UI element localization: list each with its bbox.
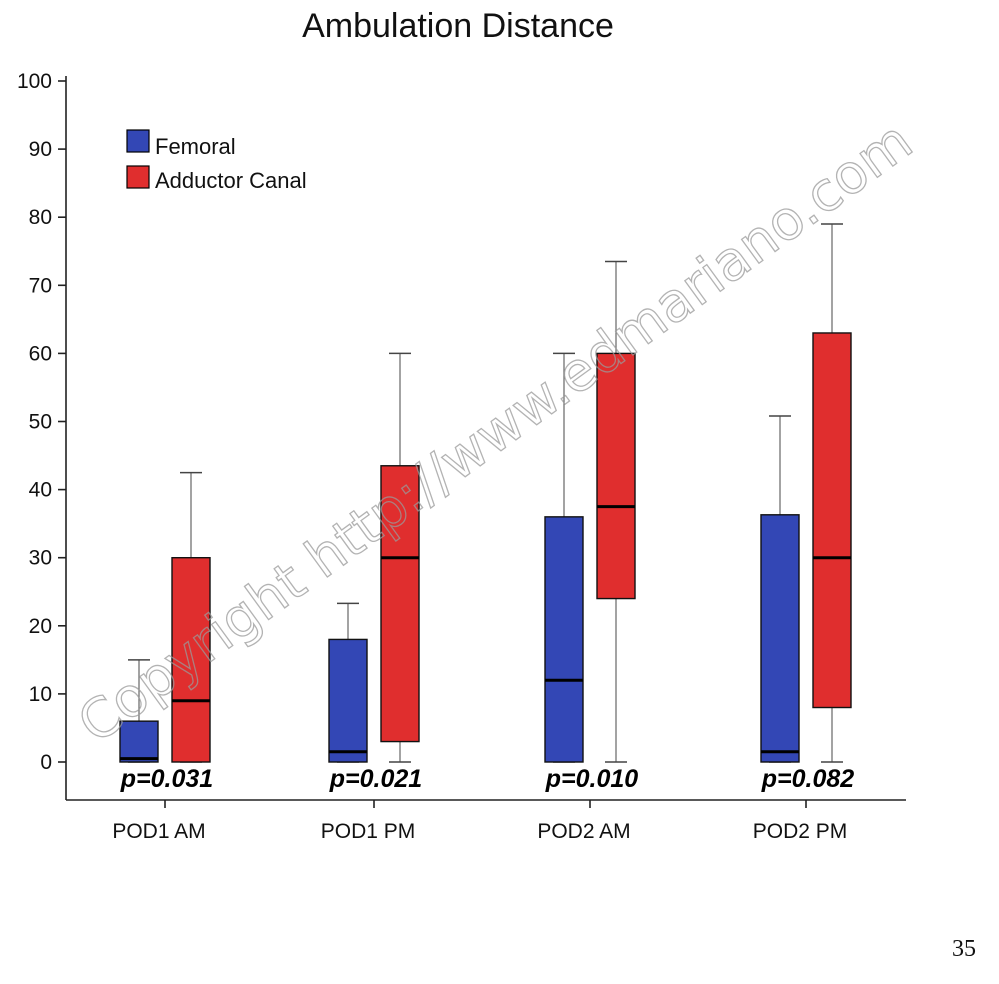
box-iqr bbox=[171, 557, 211, 763]
box-iqr bbox=[380, 465, 420, 743]
y-tick-label: 100 bbox=[17, 70, 52, 93]
y-tick-label: 80 bbox=[29, 206, 52, 229]
y-tick-label: 90 bbox=[29, 138, 52, 161]
p-value-label: p=0.021 bbox=[329, 765, 422, 793]
y-tick-label: 0 bbox=[40, 751, 52, 774]
box-plots bbox=[119, 223, 852, 763]
box-iqr bbox=[544, 516, 584, 763]
legend: Femoral Adductor Canal bbox=[126, 129, 307, 193]
box-iqr bbox=[812, 332, 852, 709]
y-tick-label: 10 bbox=[29, 683, 52, 706]
y-tick-label: 60 bbox=[29, 342, 52, 365]
page-number: 35 bbox=[952, 936, 976, 962]
y-tick-label: 30 bbox=[29, 547, 52, 570]
box-adductor-canal-2 bbox=[596, 260, 636, 763]
legend-swatch-adductor-canal bbox=[126, 165, 150, 189]
chart-title: Ambulation Distance bbox=[302, 7, 614, 45]
legend-label-femoral: Femoral bbox=[155, 134, 236, 159]
p-value-label: p=0.031 bbox=[120, 765, 213, 793]
x-tick-label: POD1 PM bbox=[321, 820, 416, 843]
y-tick-label: 20 bbox=[29, 615, 52, 638]
box-iqr bbox=[596, 352, 636, 600]
box-iqr bbox=[328, 638, 368, 763]
box-iqr bbox=[760, 514, 800, 763]
y-axis: 0 10 20 30 40 50 60 70 80 90 100 bbox=[17, 70, 67, 800]
p-value-label: p=0.010 bbox=[545, 765, 639, 793]
y-tick-label: 50 bbox=[29, 411, 52, 434]
box-adductor-canal-1 bbox=[380, 352, 420, 763]
legend-label-adductor-canal: Adductor Canal bbox=[155, 168, 307, 193]
box-femoral-3 bbox=[760, 415, 800, 763]
box-femoral-2 bbox=[544, 352, 584, 763]
p-value-annotations: p=0.031 p=0.021 p=0.010 p=0.082 bbox=[120, 765, 855, 793]
y-tick-label: 70 bbox=[29, 274, 52, 297]
x-axis: POD1 AM POD1 PM POD2 AM POD2 PM bbox=[66, 799, 906, 843]
x-tick-label: POD2 PM bbox=[753, 820, 848, 843]
p-value-label: p=0.082 bbox=[761, 765, 855, 793]
box-iqr bbox=[119, 720, 159, 763]
legend-swatch-femoral bbox=[126, 129, 150, 153]
box-femoral-1 bbox=[328, 602, 368, 763]
x-tick-label: POD2 AM bbox=[537, 820, 630, 843]
x-tick-label: POD1 AM bbox=[112, 820, 205, 843]
box-adductor-canal-0 bbox=[171, 471, 211, 763]
y-tick-label: 40 bbox=[29, 479, 52, 502]
box-adductor-canal-3 bbox=[812, 223, 852, 763]
box-femoral-0 bbox=[119, 659, 159, 763]
